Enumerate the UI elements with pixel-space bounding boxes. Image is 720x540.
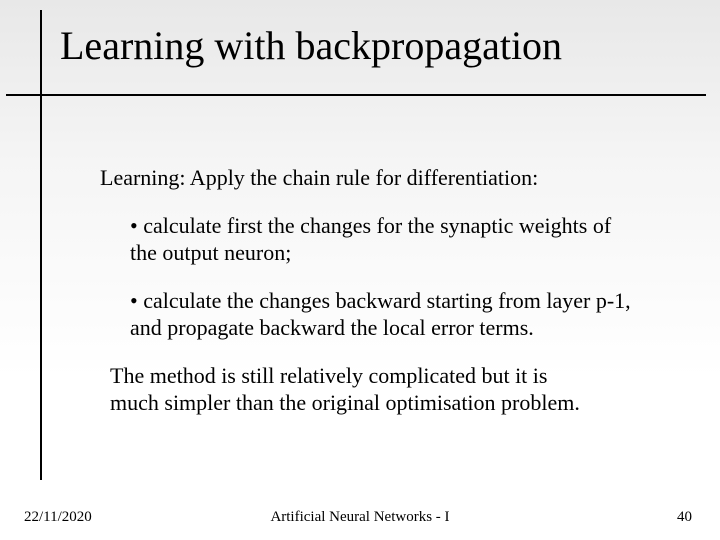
vertical-rule — [40, 10, 42, 480]
closing-text: The method is still relatively complicat… — [110, 362, 590, 417]
footer-page-number: 40 — [677, 509, 692, 526]
horizontal-rule — [6, 94, 706, 96]
bullet-1: • calculate first the changes for the sy… — [130, 212, 640, 267]
lead-text: Learning: Apply the chain rule for diffe… — [100, 164, 660, 192]
slide: Learning with backpropagation Learning: … — [0, 0, 720, 540]
slide-title: Learning with backpropagation — [60, 22, 562, 69]
bullet-2: • calculate the changes backward startin… — [130, 287, 640, 342]
slide-body: Learning: Apply the chain rule for diffe… — [100, 164, 660, 417]
footer-center: Artificial Neural Networks - I — [0, 509, 720, 526]
